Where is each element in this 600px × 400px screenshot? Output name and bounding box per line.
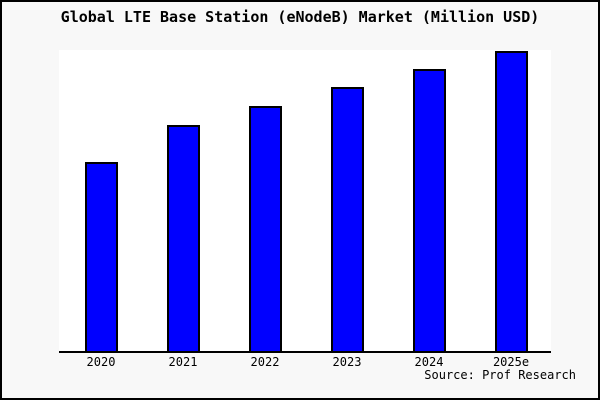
x-tick-label: 2023 bbox=[332, 355, 362, 369]
x-tick-label: 2024 bbox=[414, 355, 444, 369]
x-tick-label: 2020 bbox=[86, 355, 116, 369]
source-note: Source: Prof Research bbox=[424, 368, 576, 382]
x-tick-label: 2025e bbox=[492, 355, 530, 369]
bar-2025e bbox=[495, 51, 528, 351]
bar-2020 bbox=[85, 162, 118, 351]
bar-2024 bbox=[413, 69, 446, 351]
x-tick-label: 2021 bbox=[168, 355, 198, 369]
bar-2021 bbox=[167, 125, 200, 351]
chart-title: Global LTE Base Station (eNodeB) Market … bbox=[60, 8, 540, 26]
bar-2023 bbox=[331, 87, 364, 351]
x-tick-label: 2022 bbox=[250, 355, 280, 369]
plot-area bbox=[59, 50, 551, 353]
bar-2022 bbox=[249, 106, 282, 351]
